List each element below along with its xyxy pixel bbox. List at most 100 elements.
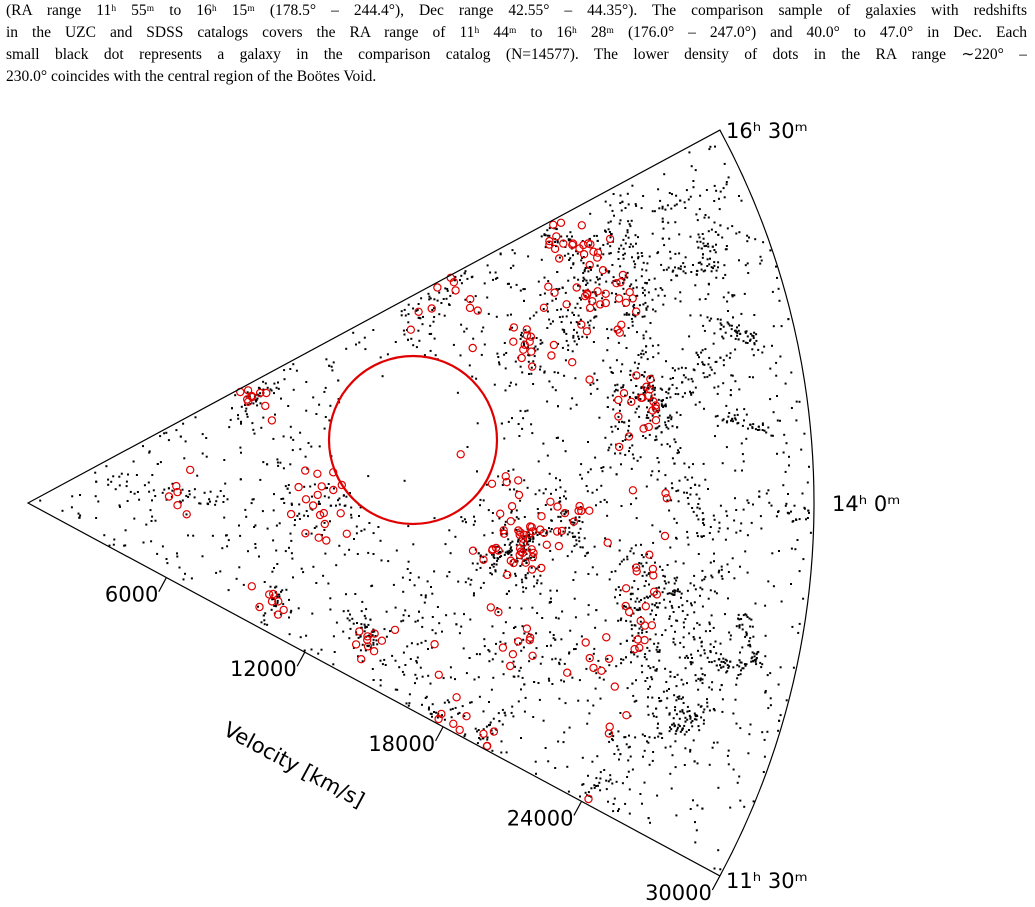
galaxy-dot xyxy=(585,552,588,555)
galaxy-dot xyxy=(656,457,659,459)
galaxy-dot xyxy=(159,461,162,464)
galaxy-dot xyxy=(568,652,570,655)
galaxy-dot xyxy=(625,347,628,349)
galaxy-dot xyxy=(730,334,733,337)
galaxy-dot xyxy=(734,417,737,420)
galaxy-dot xyxy=(641,631,644,634)
galaxy-dot xyxy=(582,279,585,282)
galaxy-dot xyxy=(531,540,534,543)
galaxy-dot xyxy=(519,365,522,368)
galaxy-dot xyxy=(709,526,712,528)
galaxy-dot xyxy=(671,606,674,609)
galaxy-dot xyxy=(598,277,601,280)
galaxy-dot xyxy=(508,551,511,554)
galaxy-dot xyxy=(672,590,674,593)
galaxy-dot xyxy=(278,522,281,525)
galaxy-dot xyxy=(798,622,801,625)
galaxy-dot xyxy=(313,483,316,486)
galaxy-dot xyxy=(619,202,622,205)
galaxy-dot xyxy=(515,383,518,386)
galaxy-dot xyxy=(703,329,706,332)
galaxy-dot xyxy=(717,849,720,852)
galaxy-dot xyxy=(428,295,431,298)
galaxy-dot xyxy=(394,606,397,609)
galaxy-dot xyxy=(636,331,638,334)
galaxy-dot xyxy=(657,606,660,609)
sample-galaxy xyxy=(319,508,328,518)
galaxy-dot xyxy=(562,439,564,442)
galaxy-dot xyxy=(739,332,742,335)
galaxy-dot xyxy=(668,237,671,240)
galaxy-dot xyxy=(674,740,677,743)
galaxy-dot xyxy=(557,436,559,439)
galaxy-dot xyxy=(777,683,780,686)
sample-galaxy xyxy=(526,633,535,642)
galaxy-dot xyxy=(463,735,466,738)
galaxy-dot xyxy=(635,279,638,282)
sample-galaxy xyxy=(329,485,338,495)
galaxy-dot xyxy=(289,436,292,439)
galaxy-dot xyxy=(660,403,663,406)
galaxy-dot xyxy=(645,330,648,333)
galaxy-dot xyxy=(355,633,358,636)
galaxy-dot xyxy=(567,252,570,255)
sample-galaxy xyxy=(182,510,191,519)
galaxy-dot xyxy=(497,356,500,358)
sample-galaxy xyxy=(633,635,643,644)
galaxy-dot xyxy=(638,415,641,418)
galaxy-dot xyxy=(675,685,678,688)
galaxy-dot xyxy=(567,239,570,242)
galaxy-dot xyxy=(639,793,642,795)
galaxy-dot xyxy=(564,450,567,453)
galaxy-dot xyxy=(599,771,602,774)
galaxy-dot xyxy=(514,665,516,668)
galaxy-dot xyxy=(300,567,303,570)
galaxy-dot xyxy=(713,372,716,375)
galaxy-dot xyxy=(509,550,512,553)
galaxy-dot xyxy=(576,302,579,305)
galaxy-dot xyxy=(610,443,613,446)
sample-galaxy xyxy=(164,492,174,501)
galaxy-dot xyxy=(463,613,465,616)
galaxy-dot xyxy=(598,416,601,419)
galaxy-dot xyxy=(475,377,478,380)
galaxy-dot xyxy=(742,460,745,463)
galaxy-dot xyxy=(624,802,627,805)
galaxy-dot xyxy=(576,331,578,334)
galaxy-dot xyxy=(626,276,629,279)
galaxy-dot xyxy=(222,495,225,498)
galaxy-dot xyxy=(566,765,569,768)
galaxy-dot xyxy=(646,705,649,708)
galaxy-dot xyxy=(332,635,335,638)
galaxy-dot xyxy=(712,646,715,648)
galaxy-dot xyxy=(658,602,661,605)
galaxy-dot xyxy=(564,490,567,493)
galaxy-dot xyxy=(203,491,206,494)
galaxy-dot xyxy=(449,708,452,711)
galaxy-dot xyxy=(683,724,686,727)
galaxy-dot xyxy=(536,612,539,615)
galaxy-dot xyxy=(748,376,751,378)
galaxy-dot xyxy=(677,367,680,370)
galaxy-dot xyxy=(757,650,760,653)
sample-galaxy xyxy=(624,432,634,441)
caption-line: (RA range 11ʰ 55ᵐ to 16ʰ 15ᵐ (178.5° – 2… xyxy=(6,2,1027,19)
galaxy-dot xyxy=(758,490,761,493)
galaxy-dot xyxy=(469,701,472,704)
galaxy-dot xyxy=(703,363,706,366)
galaxy-dot xyxy=(441,714,443,717)
galaxy-dot xyxy=(480,353,483,356)
galaxy-dot xyxy=(595,777,598,780)
sample-galaxy xyxy=(625,607,634,617)
galaxy-dot xyxy=(262,380,265,383)
galaxy-dot xyxy=(649,322,652,324)
galaxy-dot xyxy=(747,272,750,274)
galaxy-dot xyxy=(762,241,765,244)
galaxy-dot xyxy=(723,196,726,199)
galaxy-dot xyxy=(150,520,153,522)
galaxy-dot xyxy=(712,741,715,744)
galaxy-dot xyxy=(617,250,620,253)
galaxy-dot xyxy=(522,288,525,291)
sample-galaxy xyxy=(273,610,283,619)
